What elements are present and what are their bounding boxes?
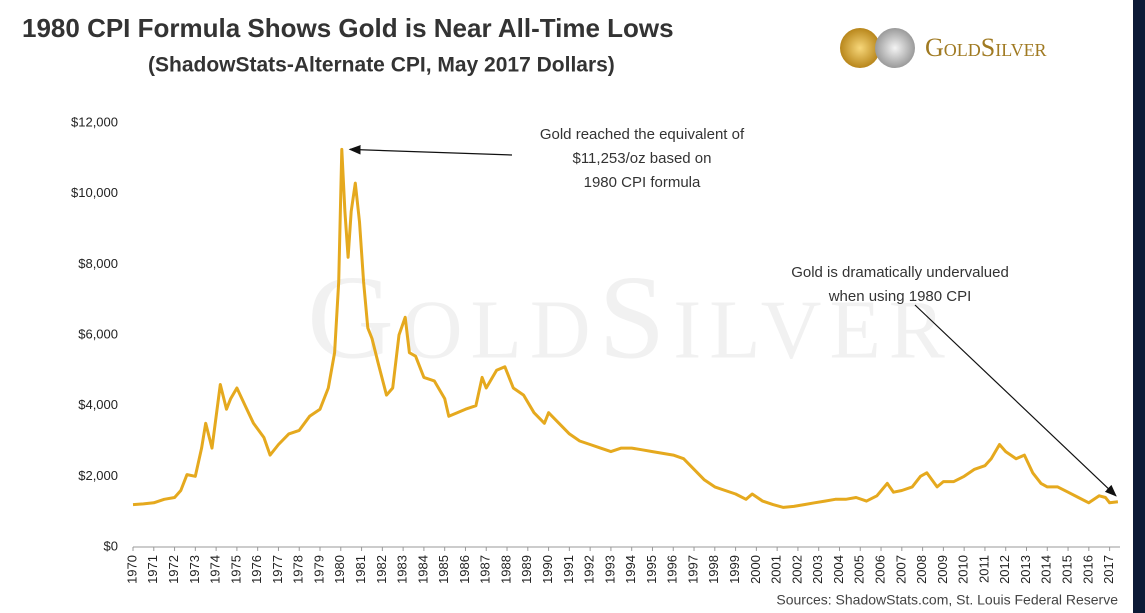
x-tick-label: 1995 — [644, 555, 659, 584]
annotation: Gold is dramatically undervalued — [791, 264, 1009, 281]
annotation: 1980 CPI formula — [584, 174, 701, 191]
x-tick-label: 2016 — [1080, 555, 1095, 584]
x-tick-label: 1987 — [478, 555, 493, 584]
chart-title: 1980 CPI Formula Shows Gold is Near All-… — [22, 13, 674, 43]
y-tick-label: $4,000 — [78, 397, 118, 412]
x-tick-label: 1988 — [498, 555, 513, 584]
x-tick-label: 1998 — [706, 555, 721, 584]
logo-coin — [840, 28, 880, 68]
x-tick-label: 1970 — [124, 555, 139, 584]
source: Sources: ShadowStats.com, St. Louis Fede… — [776, 592, 1118, 608]
x-tick-label: 1981 — [353, 555, 368, 584]
y-tick-label: $10,000 — [71, 185, 118, 200]
x-tick-label: 2010 — [956, 555, 971, 584]
x-tick-label: 1989 — [519, 555, 534, 584]
line — [132, 147, 1119, 509]
x-tick-label: 1997 — [685, 555, 700, 584]
x-tick-label: 1975 — [228, 555, 243, 584]
annotation: Gold reached the equivalent of — [540, 126, 745, 143]
x-tick-label: 1985 — [436, 555, 451, 584]
annotation-arrow — [914, 304, 1117, 497]
x-tick-label: 1971 — [145, 555, 160, 584]
y-tick-label: $8,000 — [78, 256, 118, 271]
x-tick-label: 2005 — [852, 555, 867, 584]
x-tick-label: 1996 — [665, 555, 680, 584]
x-tick-label: 1972 — [166, 555, 181, 584]
x-tick-label: 2008 — [914, 555, 929, 584]
x-tick-label: 1974 — [208, 555, 223, 584]
x-tick-label: 2004 — [831, 555, 846, 584]
x-tick-label: 1986 — [457, 555, 472, 584]
x-tick-label: 1994 — [623, 555, 638, 584]
x-tick-label: 2000 — [748, 555, 763, 584]
annotation: $11,253/oz based on — [572, 150, 711, 167]
x-tick-label: 2003 — [810, 555, 825, 584]
x-tick-label: 1980 — [332, 555, 347, 584]
x-tick-label: 2013 — [1018, 555, 1033, 584]
x-tick-label: 1992 — [582, 555, 597, 584]
watermark: GoldSilver — [307, 251, 953, 384]
x-tick-label: 2012 — [997, 555, 1012, 584]
x-tick-label: 2002 — [789, 555, 804, 584]
y-tick-label: $6,000 — [78, 326, 118, 341]
x-tick-label: 2015 — [1059, 555, 1074, 584]
annotation: when using 1980 CPI — [828, 288, 972, 305]
x-tick-label: 1993 — [602, 555, 617, 584]
x-tick-label: 2007 — [893, 555, 908, 584]
logo-coin — [875, 28, 915, 68]
x-tick-label: 1991 — [561, 555, 576, 584]
x-tick-label: 1973 — [187, 555, 202, 584]
x-tick-label: 2014 — [1039, 555, 1054, 584]
y-tick-label: $2,000 — [78, 468, 118, 483]
annotation-arrow — [348, 144, 513, 156]
x-tick-label: 1977 — [270, 555, 285, 584]
x-tick-label: 1990 — [540, 555, 555, 584]
x-tick-label: 2009 — [935, 555, 950, 584]
x-tick-label: 1979 — [311, 555, 326, 584]
x-tick-label: 1984 — [415, 555, 430, 584]
x-tick-label: 2017 — [1101, 555, 1116, 584]
x-tick-label: 2001 — [769, 555, 784, 584]
x-tick-label: 1982 — [374, 555, 389, 584]
x-tick-label: 1999 — [727, 555, 742, 584]
x-tick-label: 2006 — [872, 555, 887, 584]
x-tick-label: 1978 — [291, 555, 306, 584]
y-tick-label: $12,000 — [71, 114, 118, 129]
x-tick-label: 1983 — [395, 555, 410, 584]
y-tick-label: $0 — [104, 538, 118, 553]
chart-subtitle: (ShadowStats-Alternate CPI, May 2017 Dol… — [148, 54, 615, 77]
logo-text: GoldSilver — [925, 33, 1047, 62]
x-tick-label: 2011 — [976, 555, 991, 583]
x-tick-label: 1976 — [249, 555, 264, 584]
